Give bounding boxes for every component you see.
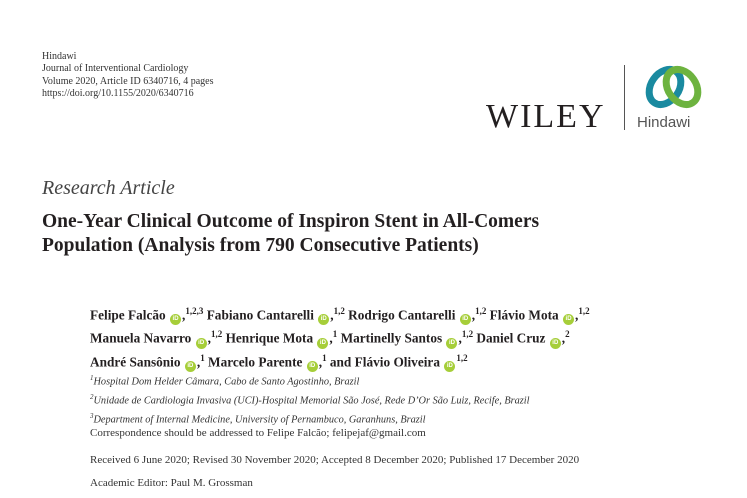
author-affiliation: 1,2 (210, 329, 223, 340)
volume-info: Volume 2020, Article ID 6340716, 4 pages (42, 75, 214, 87)
article-type: Research Article (42, 177, 175, 199)
doi-link[interactable]: https://doi.org/10.1155/2020/6340716 (42, 88, 194, 100)
affiliation: 3Department of Internal Medicine, Univer… (90, 412, 426, 426)
author-list: Felipe Falcão iD ,1,2,3 Fabiano Cantarell… (90, 302, 690, 373)
author: Manuela Navarro (90, 330, 192, 346)
author: Marcelo Parente (208, 354, 303, 370)
journal-header: Hindawi Journal of Interventional Cardio… (42, 51, 213, 101)
author-affiliation: 1 (322, 352, 327, 363)
orcid-icon[interactable]: iD (306, 361, 318, 373)
orcid-icon[interactable]: iD (317, 337, 329, 349)
orcid-icon[interactable]: iD (318, 314, 330, 326)
orcid-icon[interactable]: iD (563, 314, 575, 326)
logo-divider (624, 65, 625, 130)
affiliation: 2Unidade de Cardiologia Invasiva (UCI)-H… (90, 393, 530, 407)
orcid-icon[interactable]: iD (459, 314, 471, 326)
publication-dates: Received 6 June 2020; Revised 30 Novembe… (90, 454, 580, 466)
academic-editor: Academic Editor: Paul M. Grossman (90, 477, 253, 489)
author-affiliation: 1,2,3 (185, 306, 204, 316)
author: Martinelly Santos (340, 330, 443, 346)
author: Henrique Mota (225, 330, 314, 346)
author-affiliation: 1,2 (456, 352, 468, 363)
author: Flávio Oliveira (354, 354, 440, 370)
and-word: and (329, 354, 352, 370)
wiley-logo: WILEY (486, 98, 606, 135)
author: Felipe Falcão (90, 307, 166, 323)
author: Rodrigo Cantarelli (348, 307, 456, 323)
author-affiliation: 1,2 (333, 306, 345, 316)
title-line: Population (Analysis from 790 Consecutiv… (42, 235, 479, 256)
article-title: One-Year Clinical Outcome of Inspiron St… (42, 210, 702, 258)
author: Daniel Cruz (476, 330, 546, 346)
author-affiliation: 1 (332, 329, 338, 340)
journal-name: Journal of Interventional Cardiology (42, 63, 189, 75)
publisher: Hindawi (42, 51, 77, 62)
hindawi-logo-text: Hindawi (637, 114, 691, 131)
affiliations: 1Hospital Dom Helder Câmara, Cabo de San… (90, 371, 530, 428)
correspondence: Correspondence should be addressed to Fe… (90, 427, 426, 439)
author-affiliation: 1,2 (475, 306, 487, 316)
orcid-icon[interactable]: iD (184, 361, 196, 373)
author-affiliation: 2 (565, 329, 570, 340)
author-affiliation: 1,2 (578, 306, 590, 316)
orcid-icon[interactable]: iD (446, 337, 458, 349)
orcid-icon[interactable]: iD (195, 337, 207, 349)
author-affiliation: 1 (200, 352, 205, 363)
orcid-icon[interactable]: iD (170, 314, 182, 326)
hindawi-logo-icon (645, 65, 702, 109)
orcid-icon[interactable]: iD (549, 337, 561, 349)
author: Flávio Mota (489, 307, 559, 323)
author-affiliation: 1,2 (461, 329, 474, 340)
author: André Sansônio (90, 354, 181, 370)
title-line: One-Year Clinical Outcome of Inspiron St… (42, 211, 540, 232)
orcid-icon[interactable]: iD (444, 361, 456, 373)
author: Fabiano Cantarelli (206, 307, 314, 323)
affiliation: 1Hospital Dom Helder Câmara, Cabo de San… (90, 374, 360, 388)
